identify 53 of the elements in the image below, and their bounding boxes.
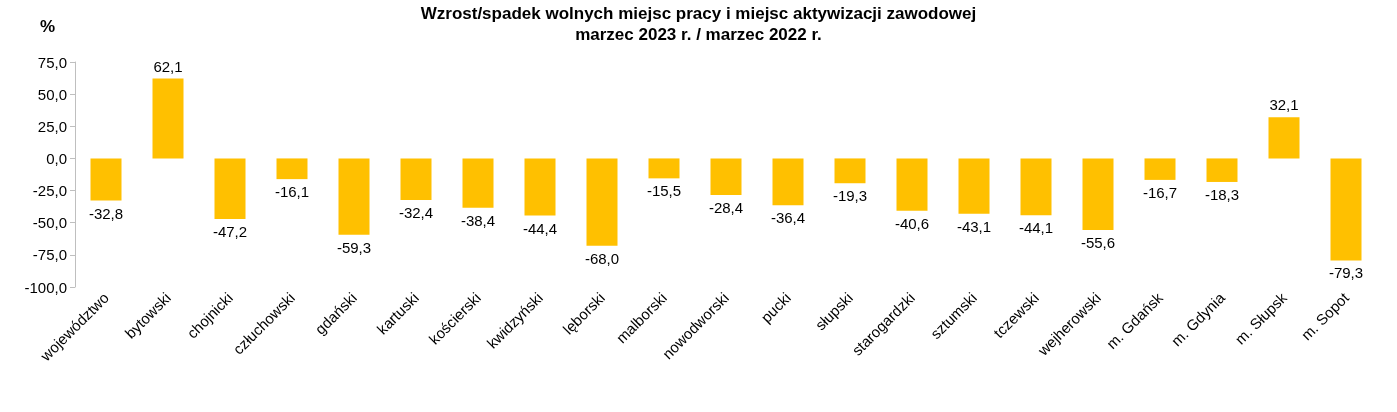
data-label: -43,1 bbox=[956, 217, 992, 235]
data-label: -40,6 bbox=[894, 214, 930, 232]
bar bbox=[462, 158, 494, 208]
bar bbox=[214, 158, 246, 220]
data-label: -15,5 bbox=[646, 182, 682, 200]
bar bbox=[400, 158, 432, 201]
data-label: -16,7 bbox=[1142, 183, 1178, 201]
chart-subtitle: marzec 2023 r. / marzec 2022 r. bbox=[575, 25, 822, 44]
bar bbox=[896, 158, 928, 211]
y-tick-label: -25,0 bbox=[32, 182, 67, 200]
bar bbox=[710, 158, 742, 195]
data-label: -44,4 bbox=[522, 219, 558, 237]
data-label: -79,3 bbox=[1328, 264, 1364, 282]
data-label: 32,1 bbox=[1269, 96, 1299, 114]
bar bbox=[276, 158, 308, 180]
data-label: -18,3 bbox=[1204, 185, 1240, 203]
data-label: -59,3 bbox=[336, 238, 372, 256]
bar bbox=[586, 158, 618, 246]
y-tick-label: 25,0 bbox=[37, 117, 67, 135]
data-label: -55,6 bbox=[1080, 233, 1116, 251]
y-tick-label: -50,0 bbox=[32, 214, 67, 232]
bar bbox=[152, 78, 184, 159]
y-tick-label: 75,0 bbox=[37, 53, 67, 71]
y-tick-label: 50,0 bbox=[37, 85, 67, 103]
chart-title: Wzrost/spadek wolnych miejsc pracy i miejsc aktywizacji zawodowej bbox=[420, 4, 977, 23]
data-label: -44,1 bbox=[1018, 219, 1054, 237]
bar bbox=[1020, 158, 1052, 216]
bar bbox=[772, 158, 804, 206]
bar bbox=[834, 158, 866, 184]
data-label: -19,3 bbox=[832, 187, 868, 205]
data-label: -47,2 bbox=[212, 223, 248, 241]
bar bbox=[90, 158, 122, 201]
y-tick-label: -75,0 bbox=[32, 246, 67, 264]
bar bbox=[958, 158, 990, 214]
data-label: 62,1 bbox=[153, 57, 183, 75]
bar bbox=[1082, 158, 1114, 230]
data-label: -32,8 bbox=[88, 204, 124, 222]
data-label: -38,4 bbox=[460, 211, 496, 229]
data-label: -36,4 bbox=[770, 209, 806, 227]
bar bbox=[338, 158, 370, 235]
bar bbox=[1206, 158, 1238, 182]
bar bbox=[1268, 117, 1300, 159]
data-label: -68,0 bbox=[584, 249, 620, 267]
bar bbox=[524, 158, 556, 216]
y-tick-label: -100,0 bbox=[24, 278, 67, 296]
bar bbox=[1330, 158, 1362, 261]
data-label: -28,4 bbox=[708, 198, 744, 216]
data-label: -16,1 bbox=[274, 183, 310, 201]
y-axis-title: % bbox=[40, 17, 56, 36]
data-label: -32,4 bbox=[398, 204, 434, 222]
bar bbox=[1144, 158, 1176, 180]
bar bbox=[648, 158, 680, 179]
y-tick-label: 0,0 bbox=[46, 149, 67, 167]
